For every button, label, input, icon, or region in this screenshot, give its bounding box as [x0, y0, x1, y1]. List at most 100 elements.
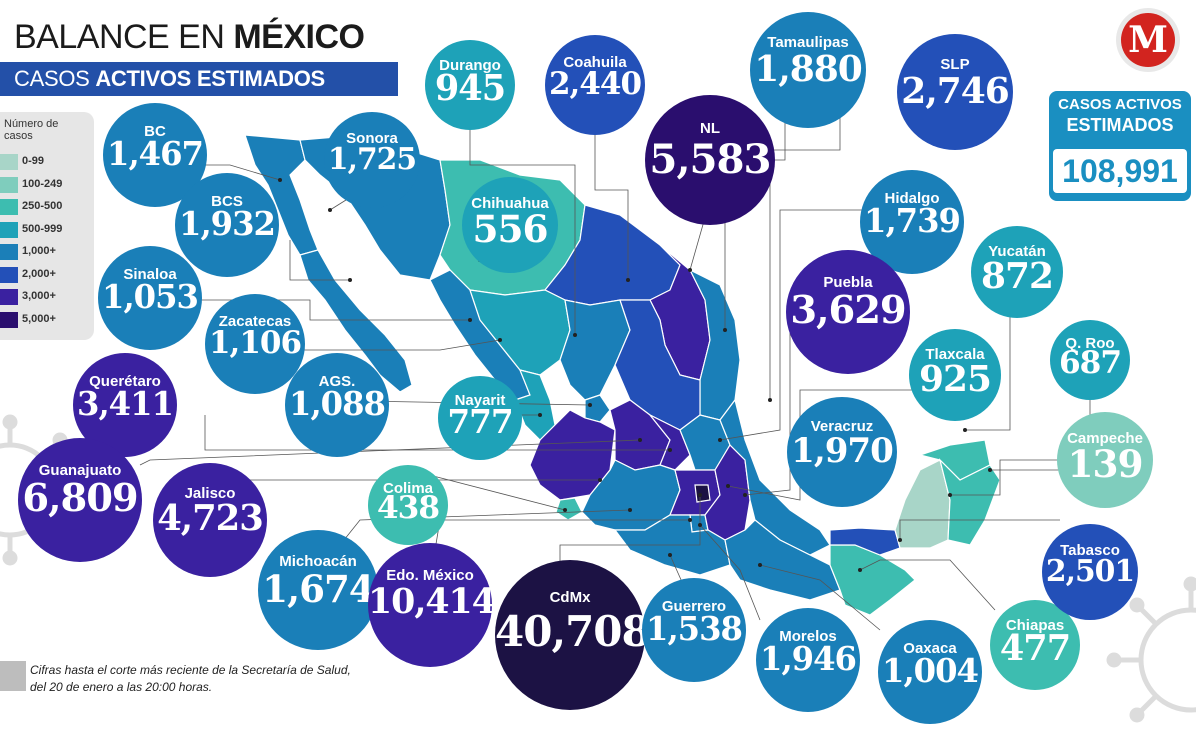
map-chiapas [829, 544, 916, 616]
state-value: 1,932 [179, 205, 276, 244]
legend-swatch [0, 199, 18, 215]
map-campeche [894, 459, 951, 549]
state-value: 1,538 [646, 610, 743, 649]
state-value: 1,725 [327, 141, 417, 177]
state-bubble: Campeche 139 [1057, 412, 1153, 508]
map-zacatecas [559, 299, 631, 401]
state-bubble: Hidalgo 1,739 [860, 170, 964, 274]
state-value: 438 [376, 489, 440, 526]
state-bubble: Morelos 1,946 [756, 608, 860, 712]
state-bubble: Yucatán 872 [971, 226, 1063, 318]
state-name: Sinaloa [123, 265, 177, 283]
state-name: Michoacán [279, 552, 357, 570]
total-label: CASOS ACTIVOS [1058, 96, 1182, 113]
map-bcs [299, 249, 413, 393]
legend-item: 500-999 [0, 220, 94, 240]
state-name: Campeche [1067, 430, 1143, 448]
state-name: Guanajuato [38, 461, 122, 479]
state-value: 3,411 [77, 385, 174, 424]
state-name: Sonora [346, 130, 398, 148]
state-value: 5,583 [649, 135, 771, 184]
state-value: 1,004 [882, 652, 979, 691]
legend-item: 5,000+ [0, 310, 94, 330]
state-name: Tabasco [1060, 542, 1120, 560]
state-bubble: SLP 2,746 [897, 34, 1013, 150]
state-value: 1,970 [791, 431, 894, 472]
state-bubble: Querétaro 3,411 [73, 353, 177, 457]
milenio-logo: M [1116, 8, 1180, 72]
state-value: 1,106 [208, 325, 302, 361]
state-bubble: Nayarit 777 [438, 376, 522, 460]
state-value: 477 [999, 627, 1071, 669]
virus-watermark-icon [1106, 576, 1196, 723]
legend-swatch [0, 244, 18, 260]
state-name: Q. Roo [1065, 335, 1115, 353]
state-bubble: AGS. 1,088 [285, 353, 389, 457]
state-name: Edo. México [386, 566, 474, 584]
state-bubble: NL 5,583 [645, 95, 775, 225]
state-name: Querétaro [89, 372, 161, 390]
state-bubble: Tamaulipas 1,880 [750, 12, 866, 128]
state-name: Tlaxcala [925, 346, 985, 364]
state-value: 6,809 [22, 476, 138, 522]
state-bubble: BCS 1,932 [175, 173, 279, 277]
state-bubble: Guerrero 1,538 [642, 578, 746, 682]
state-value: 556 [472, 206, 548, 251]
state-name: Puebla [823, 273, 873, 291]
state-name: Oaxaca [903, 639, 957, 657]
legend-swatch [0, 221, 18, 238]
state-name: Colima [382, 480, 433, 498]
state-name: AGS. [318, 372, 356, 390]
map-colima [555, 497, 583, 521]
map-ags [584, 394, 611, 423]
state-bubble: Coahuila 2,440 [545, 35, 645, 135]
state-value: 1,053 [102, 278, 199, 317]
state-name: BCS [211, 192, 243, 210]
state-value: 1,467 [107, 135, 204, 174]
subtitle-bar [0, 62, 398, 96]
state-name: Guerrero [661, 597, 727, 615]
state-bubble: Colima 438 [368, 465, 448, 545]
legend-item: 0-99 [0, 152, 94, 172]
legend-label: 100-249 [22, 177, 63, 190]
state-bubble: Sinaloa 1,053 [98, 246, 202, 350]
state-value: 2,440 [548, 66, 642, 102]
state-value: 1,674 [262, 567, 374, 612]
state-name: Morelos [779, 627, 837, 645]
state-value: 945 [434, 67, 506, 109]
page-subtitle: CASOS ACTIVOS ESTIMADOS [14, 66, 325, 91]
total-box: CASOS ACTIVOS ESTIMADOS 108,991 [1049, 91, 1191, 201]
legend-label: 0-99 [22, 155, 45, 167]
state-bubble: Michoacán 1,674 [258, 530, 378, 650]
legend-swatch [0, 154, 18, 170]
footnote-swatch [0, 661, 26, 691]
state-bubble: Chiapas 477 [990, 600, 1080, 690]
legend-title: Número de casos [4, 118, 59, 142]
state-value: 2,746 [901, 69, 1010, 112]
state-name: Durango [439, 57, 501, 75]
legend-label: 3,000+ [22, 290, 56, 302]
legend-swatch [0, 176, 18, 193]
state-value: 4,723 [157, 498, 264, 540]
state-bubble: Veracruz 1,970 [787, 397, 897, 507]
legend-label: 500-999 [22, 222, 63, 235]
state-value: 1,088 [289, 385, 386, 424]
state-value: 1,946 [760, 640, 857, 679]
state-value: 872 [981, 254, 1054, 297]
footnote: Cifras hasta el corte más reciente de la… [30, 663, 351, 694]
state-name: NL [700, 119, 720, 137]
state-bubble: Q. Roo 687 [1050, 320, 1130, 400]
state-name: Zacatecas [218, 313, 292, 330]
state-bubble: Tlaxcala 925 [909, 329, 1001, 421]
state-value: 687 [1058, 344, 1122, 381]
legend-item: 2,000+ [0, 265, 94, 285]
state-bubble: Guanajuato 6,809 [18, 438, 142, 562]
state-bubble: Puebla 3,629 [786, 250, 910, 374]
state-bubble: Durango 945 [425, 40, 515, 130]
legend-label: 250-500 [22, 200, 63, 212]
state-name: Coahuila [563, 54, 627, 71]
map-tabasco [829, 527, 901, 556]
legend-swatch [0, 289, 18, 305]
legend-item: 100-249 [0, 175, 94, 195]
